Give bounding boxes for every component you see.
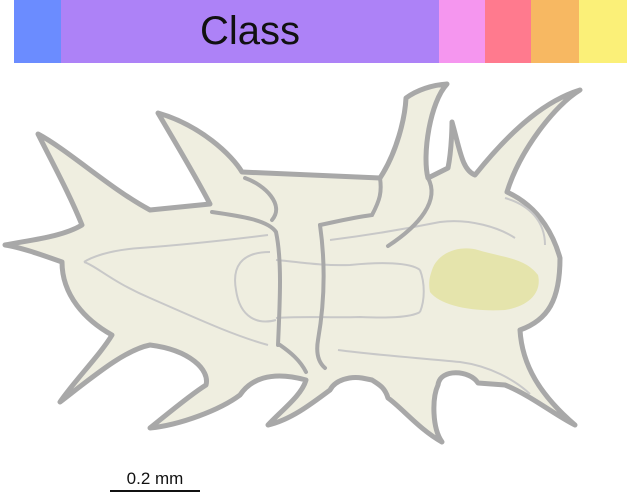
segment-line <box>243 176 279 222</box>
inner-line <box>329 220 516 241</box>
segment-line <box>386 176 434 248</box>
specimen-body <box>2 81 583 445</box>
scale-bar: 0.2 mm <box>110 470 200 492</box>
inner-line <box>275 259 421 271</box>
inner-line <box>275 311 421 319</box>
inner-line <box>337 349 531 395</box>
rank-label: Class <box>199 9 301 53</box>
inner-line <box>83 234 269 263</box>
segment-line <box>210 210 282 347</box>
inner-line <box>504 197 546 246</box>
rank-segment-5 <box>531 0 579 63</box>
rank-segment-class: Class <box>61 0 439 63</box>
inner-line <box>83 261 269 346</box>
taxonomy-bar: Class <box>14 0 627 63</box>
specimen-illustration <box>2 81 583 445</box>
inner-line <box>419 269 425 313</box>
rank-segment-6 <box>579 0 627 63</box>
rank-segment-4 <box>485 0 531 63</box>
inner-line <box>234 251 277 323</box>
scale-bar-label: 0.2 mm <box>126 469 184 488</box>
segment-line <box>278 343 308 374</box>
specimen-patch <box>429 248 539 311</box>
scale-bar-line <box>110 490 200 492</box>
segment-line <box>318 176 383 227</box>
rank-segment-3 <box>439 0 485 63</box>
segment-line <box>315 223 327 370</box>
rank-segment-1 <box>14 0 61 63</box>
